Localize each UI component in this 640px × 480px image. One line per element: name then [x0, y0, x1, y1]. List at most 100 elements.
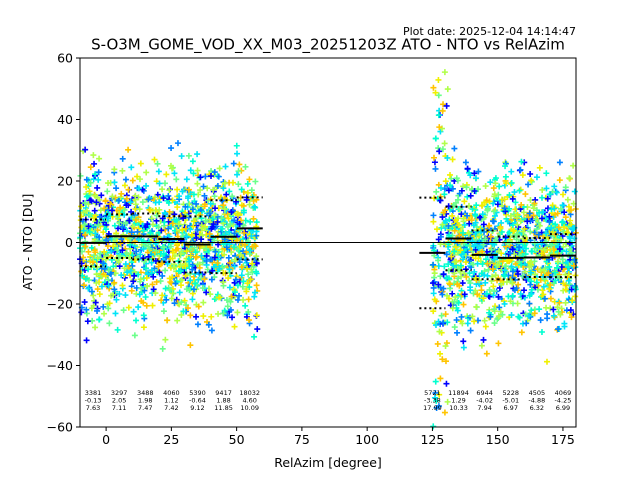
data-point	[100, 303, 107, 310]
data-point	[237, 217, 244, 224]
data-point	[128, 268, 135, 275]
data-point	[83, 184, 90, 191]
data-point	[518, 158, 525, 165]
data-point	[216, 265, 223, 272]
data-point	[475, 245, 482, 252]
data-point	[252, 289, 259, 296]
data-point	[169, 197, 176, 204]
data-point	[481, 317, 488, 324]
data-point	[177, 262, 184, 269]
data-point	[440, 271, 447, 278]
data-point	[547, 305, 554, 312]
data-point	[231, 217, 238, 224]
data-point	[242, 228, 249, 235]
data-point	[508, 168, 515, 175]
data-point	[525, 312, 532, 319]
data-point	[167, 243, 174, 250]
data-point	[513, 214, 520, 221]
data-point	[111, 279, 118, 286]
data-point	[88, 288, 95, 295]
data-point	[551, 205, 558, 212]
data-point	[86, 284, 93, 291]
data-point	[437, 128, 444, 135]
data-point	[189, 206, 196, 213]
data-point	[190, 286, 197, 293]
data-point	[221, 179, 228, 186]
data-point	[489, 218, 496, 225]
data-point	[457, 206, 464, 213]
data-point	[559, 202, 566, 209]
data-point	[509, 280, 516, 287]
data-point	[240, 278, 247, 285]
data-point	[174, 140, 181, 147]
data-point	[504, 258, 511, 265]
data-point	[549, 202, 556, 209]
data-point	[140, 299, 147, 306]
data-point	[548, 224, 555, 231]
data-point	[531, 310, 538, 317]
data-point	[229, 314, 236, 321]
data-point	[227, 259, 234, 266]
data-point	[82, 275, 89, 282]
y-tick-label: −20	[47, 297, 73, 312]
data-point	[94, 184, 101, 191]
data-point	[460, 218, 467, 225]
data-point	[208, 225, 215, 232]
data-point	[451, 259, 458, 266]
data-point	[509, 292, 516, 299]
data-point	[95, 222, 102, 229]
data-point	[527, 171, 534, 178]
data-point	[244, 189, 251, 196]
data-point	[210, 263, 217, 270]
data-point	[155, 224, 162, 231]
data-point	[499, 311, 506, 318]
data-point	[481, 199, 488, 206]
data-point	[437, 184, 444, 191]
data-point	[511, 251, 518, 258]
data-point	[452, 244, 459, 251]
data-point	[88, 198, 95, 205]
data-point	[533, 174, 540, 181]
data-point	[448, 253, 455, 260]
data-point	[563, 248, 570, 255]
data-point	[441, 185, 448, 192]
data-point	[442, 217, 449, 224]
data-point	[193, 253, 200, 260]
data-point	[125, 304, 132, 311]
data-point	[502, 263, 509, 270]
data-point	[227, 298, 234, 305]
data-point	[496, 183, 503, 190]
data-point	[445, 222, 452, 229]
data-point	[176, 193, 183, 200]
data-point	[235, 181, 242, 188]
data-point	[159, 272, 166, 279]
data-point	[430, 423, 437, 430]
data-point	[435, 76, 442, 83]
data-point	[470, 290, 477, 297]
data-point	[460, 338, 467, 345]
data-point	[233, 142, 240, 149]
data-point	[170, 249, 177, 256]
data-point	[234, 171, 241, 178]
data-point	[234, 309, 241, 316]
data-point	[452, 216, 459, 223]
data-point	[453, 175, 460, 182]
data-point	[118, 236, 125, 243]
data-point	[159, 260, 166, 267]
data-point	[165, 192, 172, 199]
bin-count-label: 9417	[215, 389, 232, 397]
data-point	[491, 320, 498, 327]
data-point	[243, 288, 250, 295]
data-point	[153, 247, 160, 254]
data-point	[252, 178, 259, 185]
data-point	[535, 231, 542, 238]
data-point	[143, 182, 150, 189]
bin-std-label: 11.85	[214, 404, 233, 412]
data-point	[98, 192, 105, 199]
data-point	[495, 313, 502, 320]
data-point	[435, 281, 442, 288]
data-point	[152, 290, 159, 297]
data-point	[214, 218, 221, 225]
data-point	[435, 181, 442, 188]
data-point	[440, 101, 447, 108]
